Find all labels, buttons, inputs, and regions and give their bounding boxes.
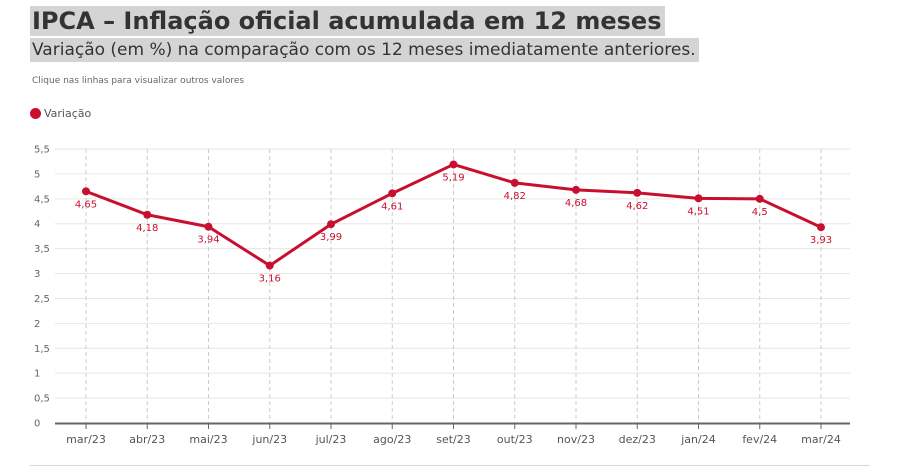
- y-tick-label: 1,5: [34, 344, 50, 355]
- data-point[interactable]: [204, 222, 213, 231]
- x-tick-label: abr/23: [129, 433, 165, 446]
- x-tick-label: mar/24: [801, 433, 841, 446]
- data-point[interactable]: [817, 223, 825, 232]
- y-tick-label: 0,5: [34, 394, 50, 405]
- y-tick-label: 4,5: [34, 194, 50, 205]
- click-hint: Clique nas linhas para visualizar outros…: [32, 76, 245, 86]
- x-tick-label: mai/23: [189, 433, 227, 446]
- data-label: 4,18: [136, 223, 158, 234]
- legend-item-variacao[interactable]: Variação: [30, 107, 91, 120]
- data-label: 4,68: [565, 198, 587, 209]
- chart-subtitle: Variação (em %) na comparação com os 12 …: [30, 38, 699, 62]
- data-point[interactable]: [265, 261, 274, 270]
- y-tick-label: 4: [34, 219, 40, 230]
- x-tick-label: jul/23: [315, 433, 347, 446]
- data-point[interactable]: [143, 210, 152, 219]
- x-tick-label: dez/23: [619, 433, 656, 446]
- data-label: 4,51: [687, 206, 709, 217]
- y-tick-label: 0: [34, 419, 40, 430]
- y-tick-label: 5: [34, 169, 40, 180]
- data-point[interactable]: [694, 194, 703, 203]
- chart-title-container: IPCA – Inflação oficial acumulada em 12 …: [30, 6, 666, 36]
- data-label: 3,16: [259, 274, 281, 285]
- data-point[interactable]: [388, 189, 397, 198]
- data-point[interactable]: [82, 187, 90, 196]
- data-label: 3,93: [810, 235, 832, 246]
- data-point[interactable]: [755, 194, 764, 203]
- data-point[interactable]: [327, 220, 335, 229]
- data-point[interactable]: [510, 178, 519, 187]
- y-tick-label: 2: [34, 319, 40, 330]
- data-label: 5,19: [442, 172, 464, 183]
- data-point[interactable]: [572, 185, 580, 194]
- data-label: 3,99: [320, 232, 342, 243]
- x-tick-label: mar/23: [66, 433, 106, 446]
- x-tick-label: jan/24: [680, 433, 715, 446]
- data-label: 4,82: [504, 191, 526, 202]
- data-point[interactable]: [633, 188, 642, 197]
- data-label: 4,62: [626, 201, 648, 212]
- data-label: 4,61: [381, 201, 403, 212]
- data-label: 3,94: [197, 235, 219, 246]
- y-tick-label: 5,5: [34, 145, 50, 156]
- legend-marker-icon: [30, 108, 41, 119]
- y-tick-label: 1: [34, 369, 40, 380]
- y-tick-label: 3,5: [34, 244, 50, 255]
- data-point[interactable]: [449, 160, 458, 169]
- data-label: 4,65: [75, 199, 97, 210]
- y-tick-label: 2,5: [34, 294, 50, 305]
- legend-label: Variação: [44, 107, 92, 120]
- x-tick-label: fev/24: [742, 433, 777, 446]
- x-tick-label: nov/23: [557, 433, 595, 446]
- bottom-divider: [30, 465, 870, 466]
- x-tick-label: out/23: [497, 433, 533, 446]
- chart-subtitle-container: Variação (em %) na comparação com os 12 …: [30, 38, 699, 62]
- x-tick-label: set/23: [436, 433, 471, 446]
- x-tick-label: jun/23: [251, 433, 287, 446]
- y-tick-label: 3: [34, 269, 40, 280]
- x-tick-label: ago/23: [373, 433, 411, 446]
- chart-title: IPCA – Inflação oficial acumulada em 12 …: [30, 6, 666, 36]
- data-label: 4,5: [752, 207, 768, 218]
